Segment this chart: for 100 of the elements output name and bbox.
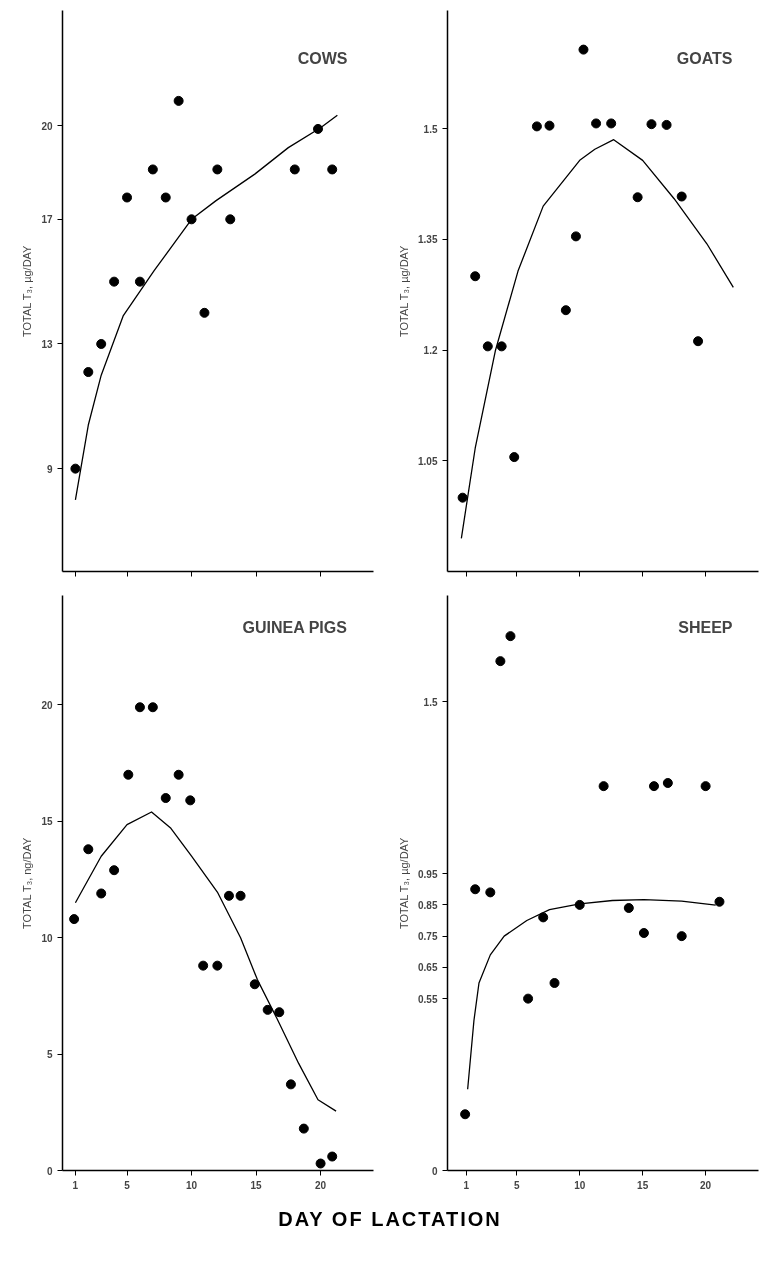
y-tick-label: 13 bbox=[41, 338, 53, 350]
point bbox=[147, 702, 158, 713]
text: COWS bbox=[297, 49, 348, 67]
point bbox=[134, 276, 145, 287]
x-tick-label: 20 bbox=[315, 1179, 327, 1191]
y-tick-label: 0 bbox=[431, 1165, 438, 1177]
point bbox=[160, 192, 171, 203]
y-tick-label: 0.65 bbox=[418, 962, 438, 974]
point bbox=[470, 884, 481, 895]
y-tick-label: 0.75 bbox=[418, 931, 438, 943]
point bbox=[262, 1004, 273, 1015]
point bbox=[598, 781, 609, 792]
point bbox=[485, 887, 496, 898]
point bbox=[185, 795, 196, 806]
x-tick-label: 15 bbox=[637, 1179, 649, 1191]
point bbox=[134, 702, 145, 713]
point bbox=[623, 903, 634, 913]
y-tick-label: 0.85 bbox=[418, 899, 438, 911]
point bbox=[225, 214, 236, 225]
point bbox=[147, 164, 158, 175]
point bbox=[160, 793, 171, 804]
line-series bbox=[460, 139, 734, 539]
point bbox=[646, 119, 657, 130]
point bbox=[289, 164, 300, 175]
y-axis-title: TOTAL T₃, µg/DAY bbox=[398, 836, 411, 930]
text: GUINEA PIGS bbox=[242, 618, 348, 636]
point bbox=[327, 1151, 338, 1162]
x-tick-label: 15 bbox=[250, 1179, 263, 1191]
y-axis-title: TOTAL T₃, µg/DAY bbox=[21, 244, 34, 338]
point bbox=[460, 1109, 471, 1120]
y-tick-label: 17 bbox=[41, 214, 53, 226]
x-tick-label: 20 bbox=[700, 1179, 712, 1191]
point bbox=[83, 367, 94, 378]
point bbox=[457, 492, 468, 503]
line-series bbox=[74, 114, 339, 501]
text: GOATS bbox=[676, 49, 733, 67]
point bbox=[531, 121, 542, 132]
point bbox=[505, 631, 516, 642]
point bbox=[560, 305, 571, 316]
y-tick-label: 1.5 bbox=[423, 696, 438, 708]
point bbox=[578, 44, 589, 55]
y-tick-label: 1.35 bbox=[418, 234, 438, 246]
x-tick-label: 5 bbox=[124, 1179, 131, 1191]
y-tick-label: 0.55 bbox=[418, 993, 438, 1005]
point bbox=[591, 118, 602, 129]
point bbox=[509, 452, 520, 463]
point bbox=[285, 1079, 296, 1090]
y-tick-label: 20 bbox=[41, 699, 53, 711]
x-tick-label: 10 bbox=[574, 1179, 586, 1191]
point bbox=[700, 781, 711, 792]
point bbox=[212, 960, 223, 971]
point bbox=[109, 865, 120, 876]
point bbox=[482, 341, 493, 352]
point bbox=[69, 914, 80, 925]
x-tick-label: 1 bbox=[72, 1179, 79, 1191]
x-tick-label: 5 bbox=[513, 1179, 520, 1191]
point bbox=[249, 979, 260, 990]
y-tick-label: 9 bbox=[46, 463, 53, 475]
y-tick-label: 0 bbox=[46, 1165, 53, 1177]
y-tick-label: 1.2 bbox=[423, 345, 438, 357]
point bbox=[109, 276, 120, 287]
point bbox=[173, 769, 184, 780]
point bbox=[123, 769, 134, 780]
point bbox=[606, 118, 617, 129]
point bbox=[298, 1123, 309, 1134]
point bbox=[315, 1158, 326, 1169]
point bbox=[122, 192, 133, 203]
point bbox=[570, 231, 581, 242]
y-axis-title: TOTAL T₃, µg/DAY bbox=[398, 244, 411, 338]
point bbox=[496, 341, 507, 352]
y-axis-title: TOTAL T₃, ng/DAY bbox=[21, 837, 34, 929]
point bbox=[549, 978, 560, 988]
line-series bbox=[74, 811, 337, 1112]
y-tick-label: 1.05 bbox=[418, 455, 438, 467]
point bbox=[693, 336, 704, 347]
y-tick-label: 0.95 bbox=[418, 868, 438, 880]
point bbox=[173, 95, 184, 106]
point bbox=[223, 890, 234, 901]
point bbox=[199, 307, 210, 318]
x-tick-label: 10 bbox=[185, 1179, 198, 1191]
point bbox=[648, 781, 659, 792]
point bbox=[470, 271, 481, 282]
point bbox=[662, 778, 673, 788]
x-axis-title: DAY OF LACTATION bbox=[278, 1207, 502, 1232]
point bbox=[327, 164, 338, 175]
y-tick-label: 1.5 bbox=[423, 123, 438, 135]
point bbox=[676, 191, 687, 202]
point bbox=[632, 192, 643, 203]
point bbox=[96, 338, 107, 349]
y-tick-label: 20 bbox=[41, 120, 53, 132]
point bbox=[638, 928, 649, 938]
point bbox=[676, 931, 687, 942]
point bbox=[538, 912, 549, 923]
point bbox=[523, 993, 534, 1004]
point bbox=[212, 164, 223, 175]
y-tick-label: 10 bbox=[41, 932, 53, 944]
y-tick-label: 15 bbox=[41, 816, 53, 828]
point bbox=[544, 120, 555, 131]
point bbox=[83, 844, 94, 855]
point bbox=[274, 1007, 285, 1018]
